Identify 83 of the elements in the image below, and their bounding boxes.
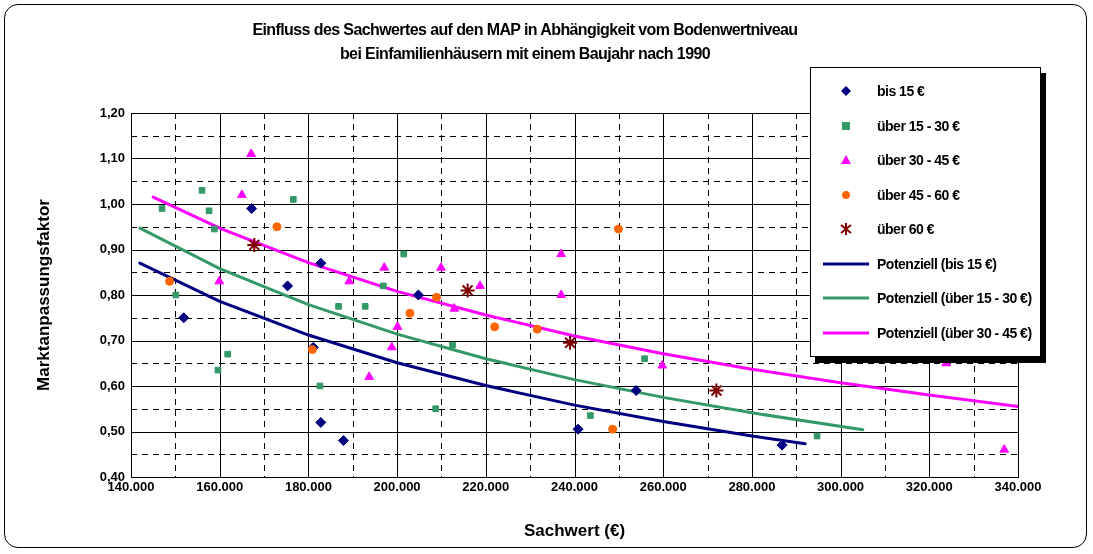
point [641,355,648,363]
point [198,187,206,194]
point [316,382,324,390]
point [165,276,175,286]
x-tick-label: 240.000 [551,479,598,495]
point [587,412,594,419]
point [475,280,485,289]
x-tick-label: 280.000 [728,479,776,495]
chart-title: Einfluss des Sachwertes auf den MAP in Abhängigkeit vom Bodenwertniveau bei Einfamilienhäusern mit einem Baujahr nach 1990 [251,20,799,64]
legend-label: über 30 - 45 € [877,152,960,169]
x-tick-label: 160.000 [196,479,244,495]
point [214,366,222,374]
x-tick-label: 220.000 [462,479,510,495]
point [572,423,584,435]
x-axis-title: Sachwert (€) [523,521,626,541]
point [246,203,258,215]
x-tick-label: 340.000 [994,479,1042,495]
y-axis-title: Marktanpassungsfaktor [33,198,53,391]
point [608,424,618,434]
point [224,350,232,358]
point [405,308,415,318]
y-tick-label: 0,50 [99,423,125,439]
point [379,262,390,271]
y-tick-label: 0,60 [99,377,125,393]
point [158,205,166,212]
legend-label: Potenziell (über 30 - 45 €) [877,324,1032,341]
point [214,275,225,285]
point [172,291,180,299]
point [361,303,369,310]
point [392,321,403,330]
point [490,322,500,332]
legend-label: über 45 - 60 € [877,186,960,203]
x-tick-label: 180.000 [284,479,332,495]
point [999,444,1010,453]
point [556,289,567,298]
point [459,282,476,299]
y-tick-label: 0,70 [99,332,125,348]
point [315,257,327,269]
point [289,196,297,203]
point [432,292,442,302]
legend-label: Potenziell (über 15 - 30 €) [877,290,1032,307]
point [449,341,456,349]
point [708,382,725,399]
point [205,207,213,215]
x-tick-label: 260.000 [639,479,687,495]
x-tick-label: 200.000 [373,479,421,495]
point [380,282,387,290]
y-tick-label: 1,00 [99,195,125,211]
point [813,432,821,440]
legend-label: über 15 - 30 € [877,117,960,134]
point [657,360,668,369]
point [613,224,623,234]
point [307,345,317,355]
y-tick-label: 0,80 [99,286,125,302]
point [237,189,247,198]
point [337,435,349,447]
point [178,312,190,324]
x-tick-label: 300.000 [817,479,865,495]
point [246,148,257,157]
point [449,303,460,312]
x-tick-label: 320.000 [905,479,953,495]
point [412,289,424,301]
legend-label: bis 15 € [877,83,925,100]
point [432,405,440,413]
point [335,303,342,310]
point [364,371,374,380]
point [272,222,282,232]
point [315,416,327,428]
point [556,248,567,258]
point [282,280,294,292]
y-tick-label: 1,20 [99,104,125,120]
point [400,250,408,258]
legend-label: Potenziell (bis 15 €) [877,255,997,272]
legend-label: über 60 € [877,221,934,238]
point [532,324,542,334]
point [562,334,579,351]
point [386,341,397,351]
point [630,385,642,397]
point [246,236,263,253]
y-tick-label: 1,10 [99,150,125,166]
y-tick-label: 0,90 [99,241,125,257]
point [436,262,446,271]
point [211,225,218,233]
